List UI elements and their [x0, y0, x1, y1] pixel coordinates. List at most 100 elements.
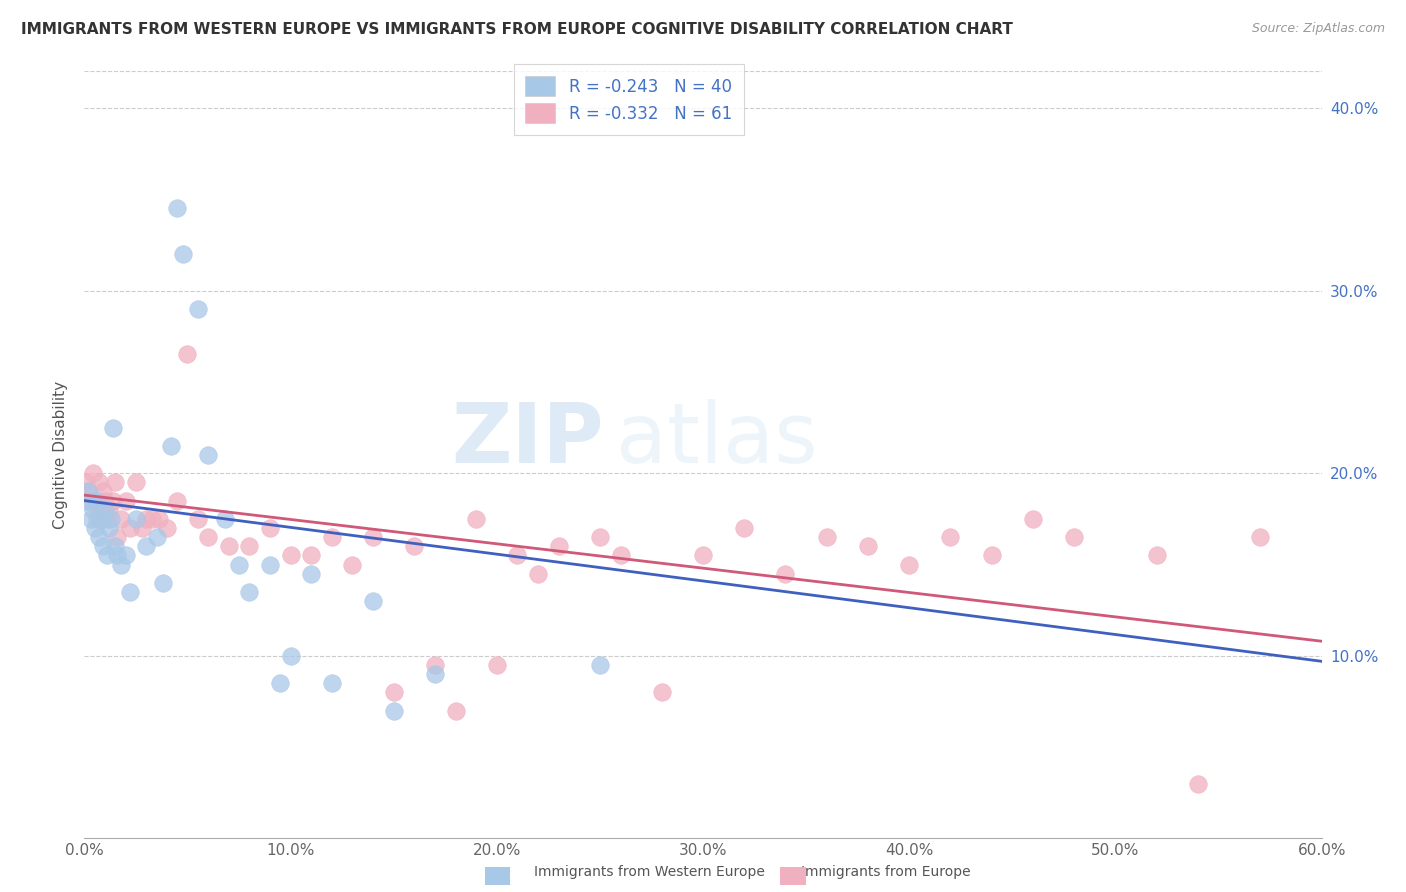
Point [692, 549, 714, 563]
Point [299, 549, 322, 563]
Point [547, 539, 569, 553]
Point [77, 484, 100, 499]
Text: atlas: atlas [616, 399, 818, 480]
Point [110, 558, 132, 572]
Point [82, 466, 104, 480]
Point [1022, 512, 1045, 526]
Text: IMMIGRANTS FROM WESTERN EUROPE VS IMMIGRANTS FROM EUROPE COGNITIVE DISABILITY CO: IMMIGRANTS FROM WESTERN EUROPE VS IMMIGR… [21, 22, 1012, 37]
Point [87, 475, 110, 490]
Point [103, 493, 125, 508]
Point [91, 484, 114, 499]
Point [105, 530, 128, 544]
Point [96, 549, 118, 563]
Point [1146, 549, 1168, 563]
Point [423, 657, 446, 672]
Text: ZIP: ZIP [451, 399, 605, 480]
Point [75, 493, 97, 508]
Point [382, 685, 405, 699]
Point [342, 558, 364, 572]
Text: Immigrants from Europe: Immigrants from Europe [801, 865, 972, 880]
Point [98, 521, 121, 535]
Text: Immigrants from Western Europe: Immigrants from Western Europe [534, 865, 765, 880]
Point [77, 484, 100, 499]
Point [160, 439, 183, 453]
Point [187, 512, 209, 526]
Point [506, 549, 529, 563]
Point [98, 502, 121, 516]
Point [114, 549, 136, 563]
Point [79, 493, 101, 508]
Point [131, 521, 153, 535]
Point [238, 539, 260, 553]
Point [90, 502, 112, 516]
Point [259, 558, 281, 572]
Point [269, 676, 291, 690]
Point [651, 685, 673, 699]
Point [75, 475, 97, 490]
Point [83, 521, 105, 535]
Point [259, 521, 281, 535]
Point [898, 558, 921, 572]
Point [589, 657, 612, 672]
Point [733, 521, 755, 535]
Point [94, 502, 117, 516]
Point [609, 549, 631, 563]
Point [980, 549, 1002, 563]
Point [125, 475, 148, 490]
Legend: R = -0.243   N = 40, R = -0.332   N = 61: R = -0.243 N = 40, R = -0.332 N = 61 [513, 64, 744, 135]
Point [114, 493, 136, 508]
Point [125, 512, 148, 526]
Point [218, 539, 240, 553]
Point [280, 549, 302, 563]
Point [815, 530, 838, 544]
Point [148, 512, 170, 526]
Point [83, 493, 105, 508]
Point [1187, 777, 1209, 791]
Point [444, 704, 467, 718]
Point [775, 566, 797, 581]
Point [172, 247, 194, 261]
Point [118, 585, 141, 599]
Point [527, 566, 550, 581]
Point [1063, 530, 1085, 544]
Point [96, 512, 118, 526]
Point [1249, 530, 1271, 544]
Point [145, 530, 167, 544]
Point [404, 539, 426, 553]
Point [90, 512, 112, 526]
Point [94, 493, 117, 508]
Point [91, 539, 114, 553]
Point [361, 594, 384, 608]
Point [382, 704, 405, 718]
Point [228, 558, 250, 572]
Point [321, 530, 343, 544]
Point [104, 539, 127, 553]
Point [280, 648, 302, 663]
Point [86, 512, 108, 526]
Point [110, 512, 132, 526]
Text: Source: ZipAtlas.com: Source: ZipAtlas.com [1251, 22, 1385, 36]
Point [321, 676, 343, 690]
Point [299, 566, 322, 581]
Point [214, 512, 236, 526]
Point [104, 475, 127, 490]
Point [166, 493, 188, 508]
Point [423, 667, 446, 681]
Point [135, 512, 157, 526]
Y-axis label: Cognitive Disability: Cognitive Disability [53, 381, 69, 529]
Point [589, 530, 612, 544]
Point [197, 530, 219, 544]
Point [79, 512, 101, 526]
Point [103, 420, 125, 434]
Point [856, 539, 879, 553]
Point [465, 512, 488, 526]
Point [238, 585, 260, 599]
Point [135, 539, 157, 553]
Point [361, 530, 384, 544]
Point [187, 301, 209, 316]
Point [485, 657, 508, 672]
Point [197, 448, 219, 462]
Point [141, 512, 163, 526]
Point [166, 202, 188, 216]
Point [939, 530, 962, 544]
